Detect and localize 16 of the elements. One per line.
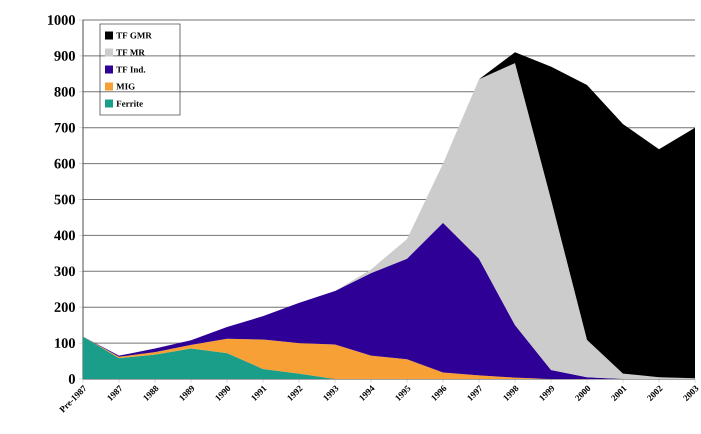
legend-label: MIG [116, 83, 135, 90]
y-tick-label: 0 [68, 374, 75, 384]
y-tick-label: 1000 [48, 15, 75, 25]
legend-label: Ferrite [116, 100, 143, 107]
y-tick-label: 400 [54, 230, 75, 240]
y-tick-label: 800 [54, 86, 75, 97]
y-tick-label: 100 [55, 338, 75, 348]
y-tick-label: 500 [54, 194, 75, 204]
y-tick-label: 600 [54, 158, 75, 168]
legend-label: TF MR [116, 50, 145, 56]
y-tick-label: 300 [54, 266, 75, 276]
legend-label: TF GMR [116, 32, 152, 39]
y-tick-label: 900 [54, 51, 75, 61]
y-tick-label: 200 [54, 302, 75, 312]
y-tick-label: 700 [54, 122, 75, 133]
legend-label: TF Ind. [116, 66, 146, 73]
